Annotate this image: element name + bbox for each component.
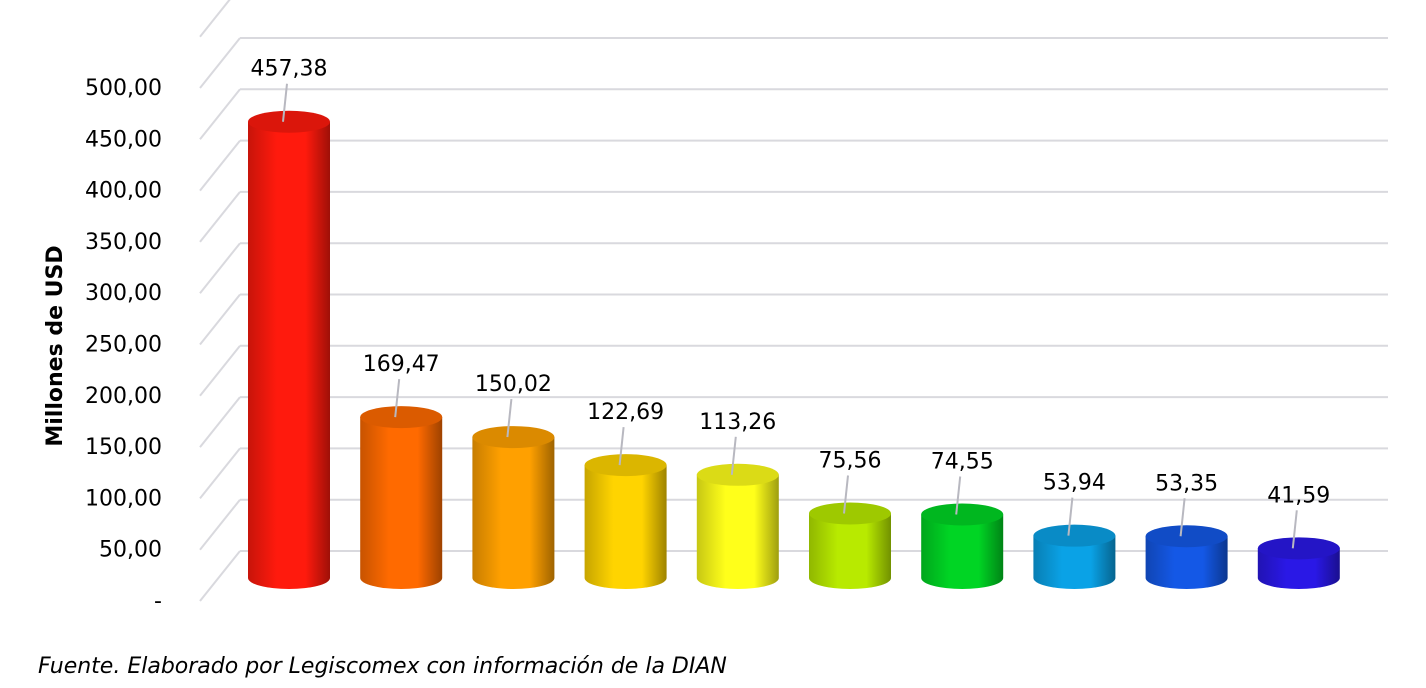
y-tick-label: 50,00 <box>99 538 162 563</box>
bar <box>1257 537 1340 589</box>
source-note: Fuente. Elaborado por Legiscomex con inf… <box>38 654 727 679</box>
bar-top <box>1033 524 1116 547</box>
bar <box>584 454 667 589</box>
leader-line <box>955 476 962 515</box>
data-label: 41,59 <box>1267 483 1330 508</box>
gridline-depth <box>199 0 231 38</box>
y-tick-label: 250,00 <box>85 333 162 358</box>
data-label: 74,55 <box>931 450 994 475</box>
bar-top <box>1257 537 1340 560</box>
bar-top <box>248 110 330 133</box>
gridline-depth <box>199 447 241 500</box>
leader-line <box>730 436 737 475</box>
bar-top <box>809 502 891 525</box>
bar-body <box>696 474 779 589</box>
gridline-depth <box>199 499 241 551</box>
leader-line <box>843 475 849 514</box>
y-tick-label: 150,00 <box>85 435 162 460</box>
bar <box>1033 524 1116 589</box>
leader-line <box>1291 510 1298 549</box>
bar-top <box>921 503 1004 526</box>
leader-line <box>282 83 288 122</box>
bar-body <box>584 465 667 589</box>
gridline-depth <box>199 345 241 397</box>
y-tick-label: 300,00 <box>85 281 162 306</box>
y-axis-ticks: - 50,00 100,00 150,00 200,00 250,00 300,00 350,… <box>85 76 162 614</box>
y-tick-label: 350,00 <box>85 230 162 255</box>
bar-body <box>1033 535 1116 589</box>
leader-line <box>394 379 401 418</box>
bar-body <box>360 417 443 589</box>
bar <box>921 503 1004 589</box>
y-tick-label: 200,00 <box>85 384 162 409</box>
data-label: 122,69 <box>587 400 664 425</box>
bars <box>248 110 1340 589</box>
data-label: 75,56 <box>819 448 882 473</box>
bar-chart: - 50,00 100,00 150,00 200,00 250,00 300,00 350,… <box>43 0 1388 614</box>
bar-top <box>584 454 667 477</box>
y-tick-label: 100,00 <box>85 486 162 511</box>
bar-body <box>809 513 891 589</box>
gridline-depth <box>199 396 241 448</box>
gridline-depth <box>199 139 241 192</box>
y-tick-label: 450,00 <box>85 127 162 152</box>
bar-body <box>1257 548 1340 589</box>
gridline-depth <box>199 550 241 602</box>
data-labels: 457,38 169,47 150,02 122,69 113,26 75,56 74,55… <box>251 57 1330 549</box>
data-label: 169,47 <box>363 352 440 377</box>
y-axis-title: Millones de USD <box>43 245 68 446</box>
leader-line <box>618 427 625 466</box>
bar <box>360 406 443 589</box>
data-label: 150,02 <box>475 372 552 397</box>
bar-body <box>1145 536 1228 589</box>
bar <box>472 426 555 589</box>
gridline-depth <box>199 242 241 294</box>
bar <box>696 463 779 589</box>
bar-body <box>248 121 330 589</box>
bar-top <box>696 463 779 486</box>
data-label: 113,26 <box>699 410 776 435</box>
bar <box>1145 525 1228 589</box>
leader-line <box>506 398 513 438</box>
bar-top <box>1145 525 1228 548</box>
bar-body <box>921 514 1004 589</box>
data-label: 53,94 <box>1043 471 1106 496</box>
gridline-depth <box>199 293 241 346</box>
bar-top <box>472 426 555 449</box>
leader-line <box>1067 497 1074 536</box>
bar <box>809 502 891 589</box>
gridline-depth <box>199 191 241 243</box>
bar-top <box>360 406 443 429</box>
y-tick-label: 400,00 <box>85 179 162 204</box>
bar-body <box>472 437 555 589</box>
gridline-depth <box>199 88 241 140</box>
data-label: 457,38 <box>251 57 328 82</box>
data-label: 53,35 <box>1155 471 1218 496</box>
gridline-depth <box>199 37 241 89</box>
y-tick-label: - <box>154 589 162 614</box>
bar <box>248 110 330 589</box>
leader-line <box>1179 498 1186 537</box>
y-tick-label: 500,00 <box>85 76 162 101</box>
